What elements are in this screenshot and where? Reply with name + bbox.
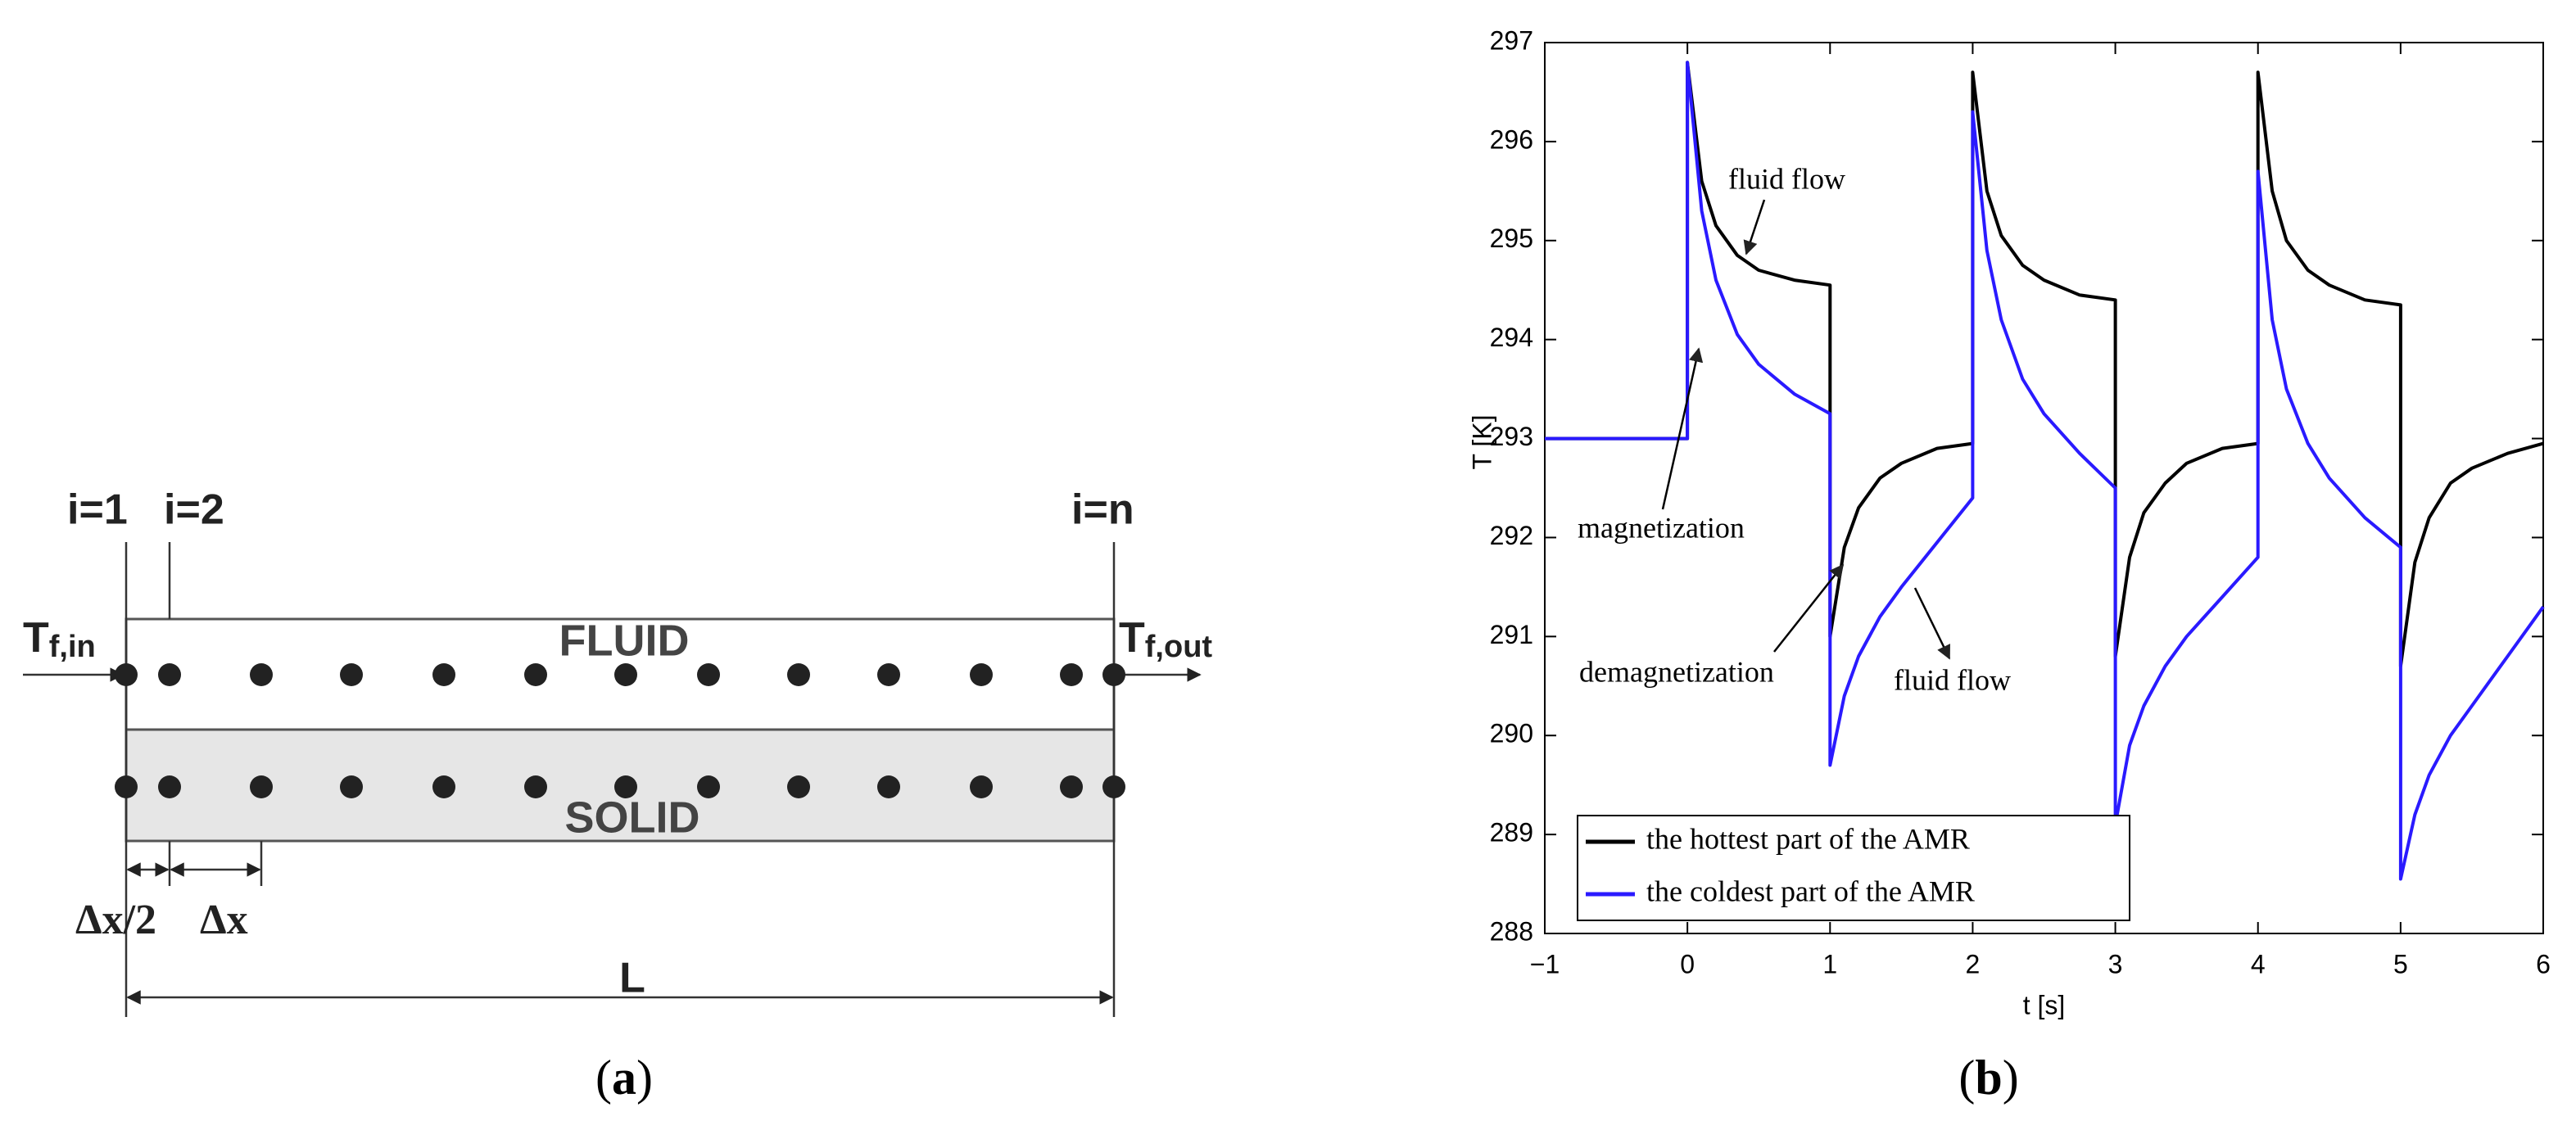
- caption: (b): [1958, 1051, 2018, 1105]
- x-tick-label: 3: [2108, 949, 2123, 979]
- node-dot: [250, 663, 273, 686]
- annotation-arrow: [1773, 563, 1845, 653]
- x-tick-label: 4: [2251, 949, 2266, 979]
- outlet-sub: f,out: [1145, 630, 1213, 664]
- node-dot: [432, 663, 455, 686]
- node-dot: [432, 775, 455, 798]
- caption-letter: b: [1975, 1051, 2002, 1105]
- inlet-main: T: [23, 614, 49, 662]
- node-dot: [340, 663, 363, 686]
- node-dot: [697, 775, 720, 798]
- dimension-label: L: [619, 955, 645, 1002]
- y-tick-label: 293: [1490, 422, 1533, 451]
- node-label: i=1: [67, 486, 128, 534]
- node-dot: [787, 663, 810, 686]
- node-label: i=2: [164, 486, 224, 534]
- node-dot: [524, 663, 547, 686]
- caption-close: ): [636, 1051, 653, 1105]
- y-tick-label: 296: [1490, 124, 1533, 154]
- annotation: fluid flow: [1894, 663, 2011, 696]
- annotation-arrow: [1913, 587, 1951, 660]
- plot-frame: [1544, 42, 2544, 934]
- caption: (a): [595, 1051, 653, 1105]
- y-tick-label: 290: [1490, 719, 1533, 748]
- dimension-label: Δx/2: [75, 897, 156, 943]
- node-dot: [340, 775, 363, 798]
- x-tick-label: 1: [1822, 949, 1837, 979]
- node-dot: [970, 775, 993, 798]
- legend-box: [1577, 815, 2130, 921]
- node-dot: [877, 663, 900, 686]
- chart: (b) −1 0 1 2 3 4 5 6 288 289 290 291 292 293 294 295 296…: [1467, 25, 2550, 1104]
- node-dot: [787, 775, 810, 798]
- caption-close: ): [2003, 1051, 2019, 1105]
- node-dot: [250, 775, 273, 798]
- node-dot: [970, 663, 993, 686]
- y-axis-label: T [K]: [1467, 415, 1496, 470]
- legend-label: the coldest part of the AMR: [1646, 875, 1975, 907]
- y-tick-label: 291: [1490, 620, 1533, 649]
- inlet-sub: f,in: [49, 630, 96, 664]
- annotation-arrow: [1661, 347, 1704, 510]
- node-dot: [877, 775, 900, 798]
- caption-open: (: [1958, 1051, 1975, 1105]
- node-dot: [158, 663, 181, 686]
- node-dot: [1060, 775, 1083, 798]
- node-dot: [1102, 775, 1125, 798]
- x-tick-label: 0: [1680, 949, 1695, 979]
- region-label: SOLID: [564, 793, 699, 842]
- x-tick-label: −1: [1530, 949, 1560, 979]
- series-line: [1545, 61, 2545, 881]
- node-dot: [1060, 663, 1083, 686]
- outlet-label: Tf,out: [1119, 614, 1212, 664]
- annotation: demagnetization: [1579, 655, 1774, 688]
- node-dot: [614, 775, 637, 798]
- x-tick-label: 5: [2393, 949, 2408, 979]
- caption-open: (: [595, 1051, 612, 1105]
- y-tick-label: 288: [1490, 916, 1533, 946]
- caption-letter: a: [612, 1051, 636, 1105]
- node-dot: [115, 775, 138, 798]
- node-dot: [115, 663, 138, 686]
- node-dots: [115, 663, 1125, 798]
- node-dot: [614, 663, 637, 686]
- legend-label: the hottest part of the AMR: [1646, 822, 1970, 855]
- node-dot: [1102, 663, 1125, 686]
- diagram: i=1 i=2 i=n FLUID SOLID Tf,in Tf,out Δx/…: [23, 486, 1212, 1105]
- dimension-label: Δx: [200, 897, 248, 943]
- node-label: i=n: [1071, 486, 1134, 534]
- outlet-main: T: [1119, 614, 1145, 662]
- node-dot: [524, 775, 547, 798]
- region-label: FLUID: [559, 616, 690, 665]
- y-tick-label: 297: [1490, 25, 1533, 55]
- y-tick-label: 294: [1490, 323, 1533, 352]
- x-tick-label: 2: [1966, 949, 1981, 979]
- inlet-label: Tf,in: [23, 614, 96, 664]
- y-tick-label: 289: [1490, 818, 1533, 848]
- y-tick-label: 292: [1490, 521, 1533, 550]
- node-dot: [697, 663, 720, 686]
- y-tick-label: 295: [1490, 224, 1533, 253]
- x-axis-label: t [s]: [2023, 990, 2066, 1019]
- series-line: [1545, 61, 2544, 668]
- node-dot: [158, 775, 181, 798]
- annotation-arrow: [1743, 199, 1766, 255]
- annotation: fluid flow: [1728, 162, 1845, 195]
- x-tick-label: 6: [2536, 949, 2551, 979]
- annotation: magnetization: [1578, 511, 1745, 544]
